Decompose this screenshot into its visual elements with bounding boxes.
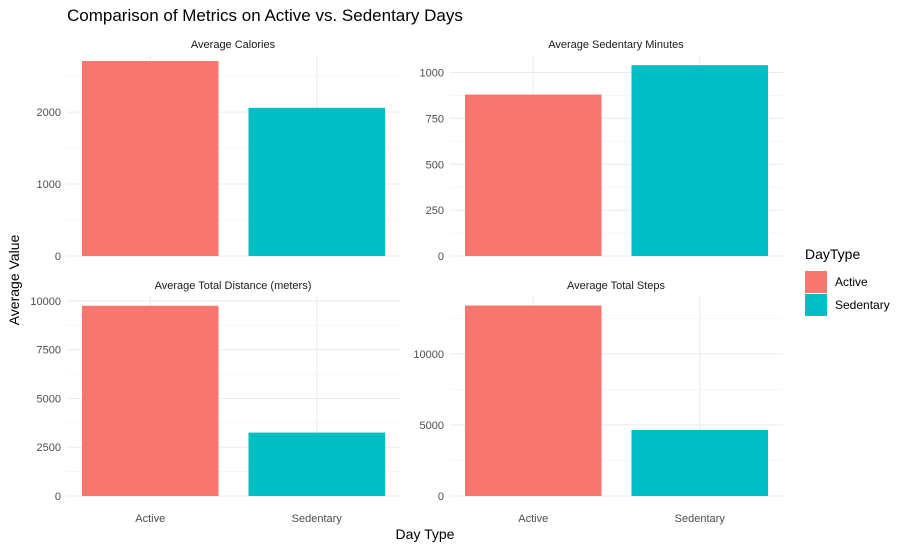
y-tick-label: 750 bbox=[426, 113, 444, 125]
y-tick-label: 7500 bbox=[37, 345, 61, 357]
facet-panel-2: Average Sedentary Minutes 0 250 500 750 1000 bbox=[420, 39, 783, 263]
bar-sedentary bbox=[248, 107, 386, 257]
facet-title: Average Sedentary Minutes bbox=[548, 39, 684, 51]
bar-active bbox=[81, 61, 219, 256]
y-tick-label: 1000 bbox=[420, 68, 444, 80]
legend-label-sedentary: Sedentary bbox=[835, 297, 890, 312]
bar-sedentary bbox=[631, 65, 769, 256]
facet-panel-3: Average Total Distance (meters) 0 2500 5000… bbox=[30, 280, 400, 525]
facet-title: Average Calories bbox=[191, 39, 276, 51]
legend-item-active: Active bbox=[805, 270, 890, 293]
facet-panel-1: Average Calories 0 1000 2000 bbox=[37, 39, 400, 263]
legend-title: DayType bbox=[805, 246, 861, 262]
y-tick-label: 500 bbox=[426, 159, 444, 171]
facet-panel-4: Average Total Steps 0 5000 10000 Active Seden… bbox=[413, 280, 783, 525]
bar-sedentary bbox=[248, 432, 386, 496]
y-tick-label: 2000 bbox=[37, 107, 61, 119]
x-tick-label: Sedentary bbox=[675, 513, 726, 525]
legend-item-sedentary: Sedentary bbox=[805, 293, 890, 316]
y-tick-label: 0 bbox=[55, 251, 61, 263]
bar-sedentary bbox=[631, 429, 769, 496]
facet-title: Average Total Distance (meters) bbox=[155, 280, 312, 292]
y-tick-label: 250 bbox=[426, 205, 444, 217]
y-tick-label: 0 bbox=[438, 491, 444, 503]
y-tick-label: 5000 bbox=[420, 420, 444, 432]
y-tick-label: 1000 bbox=[37, 179, 61, 191]
x-axis-label: Day Type bbox=[395, 526, 455, 542]
y-tick-label: 10000 bbox=[30, 296, 61, 308]
x-tick-label: Active bbox=[135, 513, 165, 525]
legend-label-active: Active bbox=[835, 274, 868, 289]
y-tick-label: 0 bbox=[55, 491, 61, 503]
x-tick-label: Active bbox=[518, 513, 548, 525]
bar-active bbox=[464, 94, 602, 257]
y-tick-label: 0 bbox=[438, 251, 444, 263]
bar-active bbox=[81, 305, 219, 496]
bar-active bbox=[464, 305, 602, 496]
chart-title: Comparison of Metrics on Active vs. Sede… bbox=[67, 6, 463, 25]
y-tick-label: 5000 bbox=[37, 393, 61, 405]
legend-key-active bbox=[805, 270, 827, 293]
y-tick-label: 2500 bbox=[37, 442, 61, 454]
legend: DayType Active Sedentary bbox=[805, 246, 890, 316]
legend-key-sedentary bbox=[805, 293, 827, 316]
facet-title: Average Total Steps bbox=[567, 280, 666, 292]
y-tick-label: 10000 bbox=[413, 349, 444, 361]
x-tick-label: Sedentary bbox=[292, 513, 343, 525]
